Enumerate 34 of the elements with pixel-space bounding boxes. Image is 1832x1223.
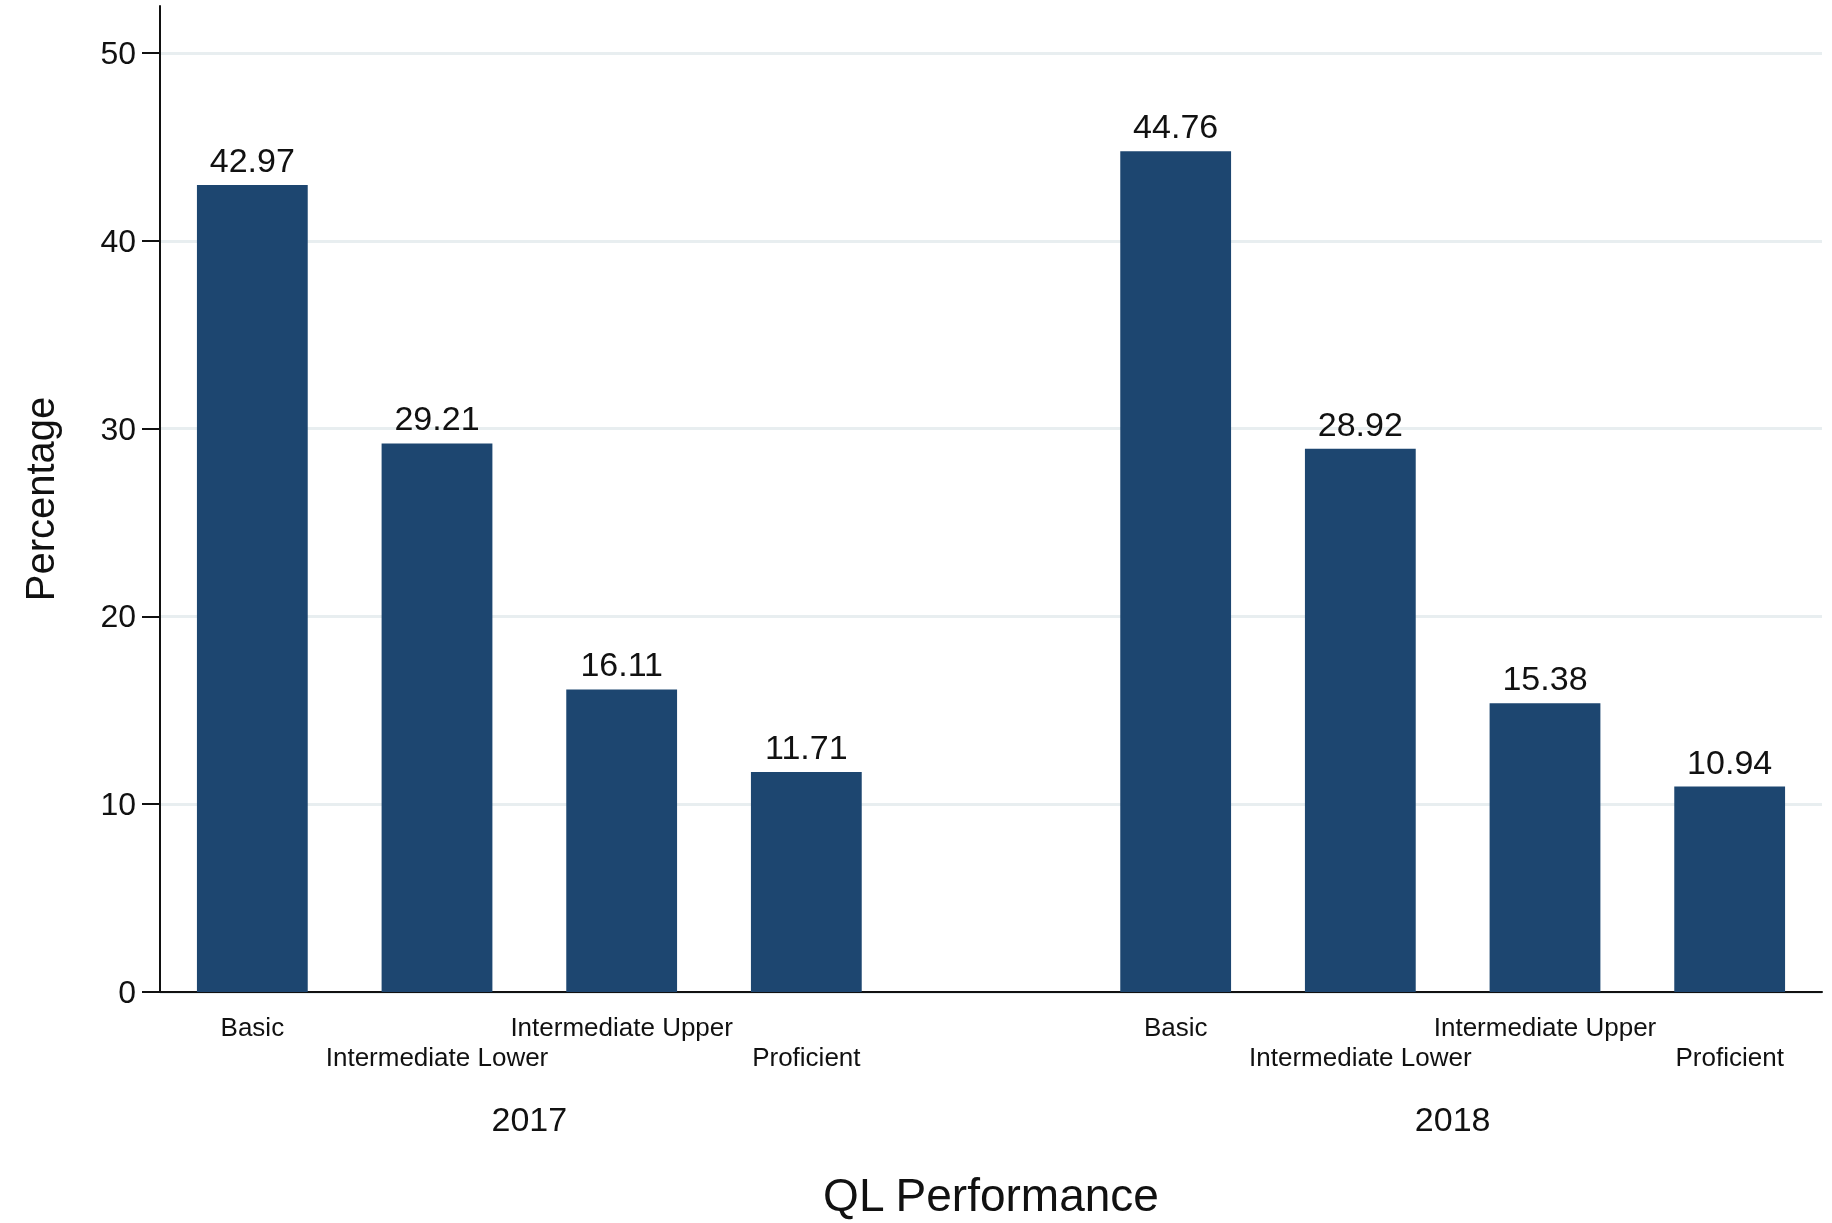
y-tick-label: 20 bbox=[100, 598, 136, 635]
bar bbox=[196, 184, 308, 992]
y-tick-label: 0 bbox=[118, 974, 136, 1010]
y-tick-label: 10 bbox=[100, 786, 136, 823]
bar bbox=[1674, 786, 1786, 992]
bar bbox=[381, 443, 493, 992]
y-tick-label: 50 bbox=[100, 34, 136, 71]
x-tick-label: Intermediate Upper bbox=[1433, 1012, 1657, 1042]
x-tick-label: Basic bbox=[220, 1012, 285, 1042]
data-label: 16.11 bbox=[580, 645, 663, 684]
x-tick-label: Proficient bbox=[1675, 1042, 1785, 1072]
bar bbox=[1489, 703, 1601, 992]
data-label: 44.76 bbox=[1133, 107, 1219, 146]
text: 2018 bbox=[1414, 1100, 1491, 1138]
text: 2017 bbox=[491, 1100, 568, 1138]
data-label: 10.94 bbox=[1687, 742, 1773, 781]
data-label: 15.38 bbox=[1502, 659, 1588, 698]
y-tick-label: 30 bbox=[100, 410, 136, 447]
bar bbox=[750, 772, 862, 992]
x-tick-label: Intermediate Lower bbox=[325, 1042, 549, 1072]
x-tick-label: Proficient bbox=[752, 1042, 862, 1072]
x-axis-title: QL Performance bbox=[823, 1169, 1159, 1221]
x-tick-label: Intermediate Lower bbox=[1249, 1042, 1472, 1072]
y-tick-label: 40 bbox=[100, 222, 136, 259]
x-tick-label: Intermediate Upper bbox=[510, 1012, 734, 1042]
bar bbox=[1120, 151, 1232, 992]
data-label: 29.21 bbox=[394, 399, 480, 438]
data-label: 28.92 bbox=[1317, 404, 1403, 443]
y-axis-title: Percentage bbox=[18, 396, 62, 602]
x-tick-label: Basic bbox=[1143, 1012, 1208, 1042]
bar bbox=[1304, 448, 1416, 992]
data-label: 11.71 bbox=[765, 728, 848, 767]
data-label: 42.97 bbox=[209, 140, 295, 179]
bar bbox=[566, 689, 678, 992]
